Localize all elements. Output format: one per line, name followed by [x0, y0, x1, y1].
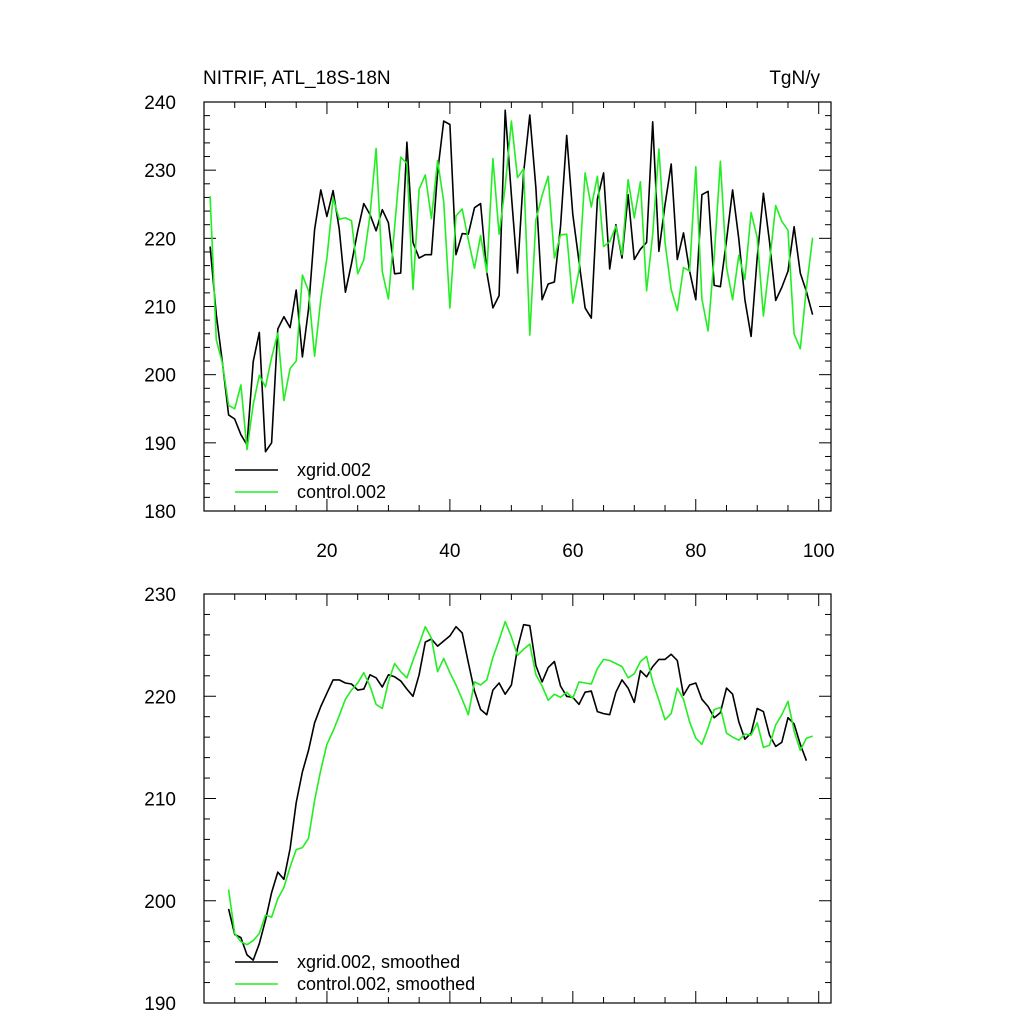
y-tick-label: 220 — [144, 687, 176, 708]
chart-units-label: TgN/y — [769, 68, 820, 89]
y-tick-label: 190 — [144, 434, 176, 455]
x-tick-label: 40 — [439, 541, 460, 562]
top-series-lines — [209, 109, 814, 453]
top-plot-frame — [203, 101, 832, 512]
y-tick-label: 200 — [144, 892, 176, 913]
series-line-xgrid — [227, 623, 808, 961]
y-tick-label: 200 — [144, 366, 176, 387]
legend-label: xgrid.002, smoothed — [297, 952, 460, 972]
y-tick-label: 180 — [144, 502, 176, 523]
x-tick-label: 80 — [685, 541, 706, 562]
bottom-series-lines — [227, 620, 813, 961]
series-line-control — [209, 120, 814, 451]
series-line-xgrid — [209, 109, 814, 453]
bottom-panel: 190 200 210 220 230 xgrid.002, smoothedcontr… — [144, 585, 832, 1015]
y-tick-label: 210 — [144, 298, 176, 319]
bottom-plot-frame — [203, 593, 832, 1004]
legend-label: control.002 — [297, 482, 386, 502]
y-tick-label: 240 — [144, 93, 176, 114]
chart-title: NITRIF, ATL_18S-18N — [203, 68, 391, 89]
bottom-axes: 190 200 210 220 230 — [144, 585, 831, 1015]
y-tick-label: 230 — [144, 585, 176, 606]
y-tick-label: 190 — [144, 994, 176, 1015]
x-tick-label: 60 — [562, 541, 583, 562]
x-tick-label: 100 — [803, 541, 835, 562]
series-line-control — [227, 620, 813, 946]
y-tick-label: 230 — [144, 161, 176, 182]
top-panel: NITRIF, ATL_18S-18N TgN/y 180 190 200 210 22… — [144, 68, 834, 562]
y-tick-label: 210 — [144, 790, 176, 811]
y-tick-label: 220 — [144, 229, 176, 250]
legend-label: control.002, smoothed — [297, 974, 475, 994]
x-tick-label: 20 — [316, 541, 337, 562]
legend-label: xgrid.002 — [297, 460, 371, 480]
